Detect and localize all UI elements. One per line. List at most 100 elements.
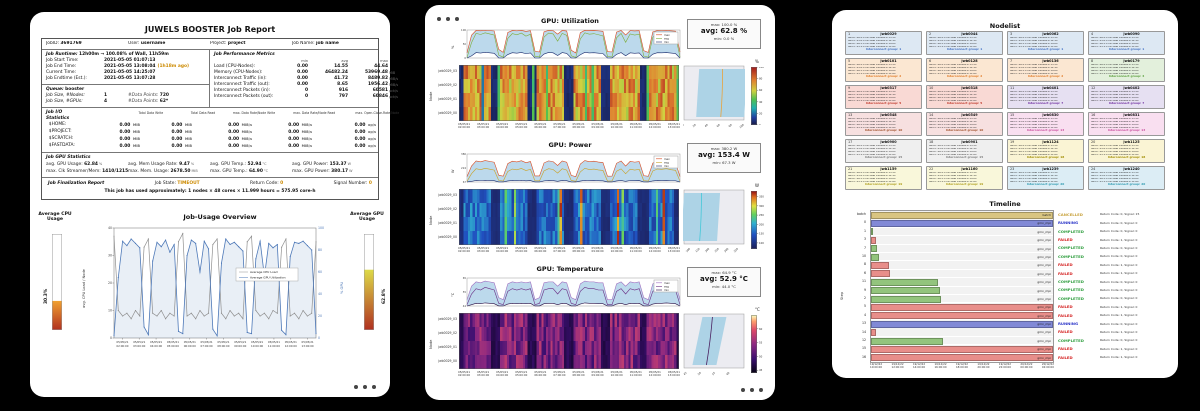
node-group-label: Interconnect group: 2	[946, 74, 983, 79]
xtick: 05/05/21 08:00:00	[572, 122, 585, 130]
heatmap-ylabel: Node	[429, 339, 433, 349]
node-gpu-line: GPU2: 46.5% 24.5GiB 1400MHz 54.0C	[1091, 69, 1139, 72]
timeline-step-label: 10	[861, 254, 866, 258]
node-gpu-line: GPU2: 46.5% 24.5GiB 1400MHz 54.0C	[1010, 42, 1058, 45]
node-gpu-line: GPU0: 46.2% 24.5GiB 1400MHz 53.3C	[848, 171, 896, 174]
heatmap-row-label: jwb0029_03	[438, 69, 457, 73]
stat-min: min: 0.0 %	[713, 36, 735, 41]
time-row: Job Start Time: 2021-05-05 01:07:13	[46, 58, 156, 63]
timeline-bar	[871, 354, 1053, 362]
time-row: Job Endtime (Est.): 2021-05-05 13:07:28	[46, 76, 156, 81]
timeline-job-label: gmx_mpi	[1037, 221, 1051, 226]
xtick: 05/05/21 07:00:00	[553, 122, 566, 130]
timeline-job-label: gmx_mpi	[1037, 330, 1051, 335]
timeline-return-code: Return Code: 1, Signal: 0	[1100, 262, 1138, 267]
node-gpu-line: GPU2: 46.5% 24.5GiB 1400MHz 54.0C	[1091, 177, 1139, 180]
node-group-label: Interconnect group: 2	[1027, 74, 1064, 79]
xtick: 05/05/21 03:00:00	[477, 246, 490, 254]
node-gpu-line: GPU2: 46.5% 24.5GiB 1400MHz 54.0C	[848, 150, 896, 153]
metric-block-temp: GPU: Temperature max: 64.9 °C avg: 52.9 °C…	[425, 265, 775, 389]
node-gpu-line: GPU3: 45.1% 24.5GiB 1400MHz 51.8C	[1010, 180, 1058, 183]
node-gpu-line: GPU2: 46.5% 24.5GiB 1400MHz 54.0C	[848, 123, 896, 126]
node-card: 12 jwb0402 GPU0: 46.2% 24.5GiB 1400MHz 53.…	[1088, 85, 1165, 109]
report-title: JUWELS BOOSTER Job Report	[144, 25, 276, 34]
perf-header: min avg max	[214, 58, 388, 64]
node-card-header: 16 jwb0831	[1091, 113, 1140, 117]
xtick: 05/05/21 09:00:00	[591, 122, 604, 130]
node-gpu-line: GPU0: 46.2% 24.5GiB 1400MHz 53.3C	[929, 90, 977, 93]
colorbar	[751, 67, 773, 125]
node-group-label: Interconnect group: 15	[945, 155, 984, 160]
node-card-header: 21 jwb1159	[848, 167, 897, 171]
timeline-job-label: gmx_mpi	[1037, 263, 1051, 268]
timeline-step-label: 3	[863, 237, 866, 242]
node-group-label: Interconnect group: 19	[945, 182, 984, 187]
timeline-job-label: gmx_mpi	[1037, 305, 1051, 310]
timeline-row: gmx_mpi	[871, 269, 1053, 279]
heatmap-ylabel: Node	[429, 91, 433, 101]
timeline-return-code: Return Code: 0, Signal: 0	[1100, 321, 1138, 326]
xtick: 05/05/21 05:00:00	[515, 246, 528, 254]
xtick: 05/05/21 04:00:00	[496, 122, 509, 130]
timeline-bar	[871, 245, 878, 253]
overview-chart-title: Job-Usage Overview	[183, 213, 257, 221]
xtick: 05/05/21 02:00:00	[458, 122, 471, 130]
stat-min: min: 44.0 °C	[712, 284, 736, 289]
timeline-job-label: gmx_mpi	[1037, 313, 1051, 318]
heatmap-row-label: jwb0029_03	[438, 317, 457, 321]
node-gpu-line: GPU2: 46.5% 24.5GiB 1400MHz 54.0C	[848, 96, 896, 99]
timeline-status: FAILED	[1058, 312, 1073, 318]
timeline-status: COMPLETED	[1058, 295, 1084, 301]
window-dots[interactable]	[437, 17, 459, 21]
node-gpu-line: GPU3: 45.1% 24.5GiB 1400MHz 51.8C	[1010, 45, 1058, 48]
node-gpu-line: GPU1: 45.8% 24.5GiB 1400MHz 52.1C	[848, 66, 896, 69]
gpu-stat-row: max. Clk Streamer/Mem: 1410/1215MHzmax. …	[46, 169, 353, 174]
gpu-usage-colorbar-title: Average GPU Usage	[350, 212, 384, 223]
timeline-row: gmx_mpi	[871, 219, 1053, 228]
node-group-label: Interconnect group: 5	[865, 101, 902, 106]
timeline-row: gmx_mpi	[871, 294, 1053, 304]
node-gpu-line: GPU3: 45.1% 24.5GiB 1400MHz 51.8C	[929, 126, 977, 129]
stat-avg: avg: 62.8 %	[700, 27, 748, 35]
node-group-label: Interconnect group: 13	[1107, 128, 1146, 133]
timeline-return-code: Return Code: 1, Signal: 0	[1100, 313, 1138, 318]
node-gpu-line: GPU3: 45.1% 24.5GiB 1400MHz 51.8C	[1091, 72, 1139, 75]
size-row: Job Size, #Nodes: 1 #Data Points: 720	[46, 93, 169, 98]
timeline-bar	[871, 278, 939, 286]
node-gpu-line: GPU0: 46.2% 24.5GiB 1400MHz 53.3C	[1091, 90, 1139, 93]
node-group-label: Interconnect group: 10	[945, 128, 984, 133]
timeline-bar	[871, 253, 879, 261]
node-card-header: 22 jwb1160	[929, 167, 978, 171]
node-gpu-line: GPU3: 45.1% 24.5GiB 1400MHz 51.8C	[1091, 180, 1139, 183]
timeline-job-label: gmx_mpi	[1037, 296, 1051, 301]
node-gpu-line: GPU2: 46.5% 24.5GiB 1400MHz 54.0C	[1010, 96, 1058, 99]
window-dots[interactable]	[741, 388, 763, 392]
metric-title: GPU: Power	[548, 141, 592, 149]
node-gpu-line: GPU2: 46.5% 24.5GiB 1400MHz 54.0C	[1091, 123, 1139, 126]
node-card: 7 jwb0136 GPU0: 46.2% 24.5GiB 1400MHz 53.3…	[1007, 58, 1084, 82]
overview-chart	[88, 222, 338, 372]
timeline-step-label: 8	[863, 262, 866, 267]
timeline-job-label: gmx_mpi	[1037, 229, 1051, 234]
node-card-header: 9 jwb0317	[848, 86, 897, 90]
timeline-return-code: Return Code: 1, Signal: 0	[1100, 355, 1138, 360]
node-gpu-line: GPU0: 46.2% 24.5GiB 1400MHz 53.3C	[1010, 63, 1058, 66]
heatmap-row-label: jwb0029_02	[438, 207, 457, 211]
node-gpu-line: GPU3: 45.1% 24.5GiB 1400MHz 51.8C	[848, 45, 896, 48]
xtick: 05/05/21 12:00:00	[648, 370, 661, 378]
job-report-window: JUWELS BOOSTER Job Report JobID: 3691769…	[30, 12, 399, 397]
stat-min: min: 67.3 W	[712, 160, 736, 165]
metric-title: GPU: Temperature	[536, 265, 604, 273]
perf-row: Interconnect Traffic (out): 0.00 8.65 1956.…	[214, 82, 399, 87]
io-row: $FASTDATA: 0.00 MiB 0.00 MiB 0.00 MiB/s 0.00…	[46, 143, 376, 149]
node-group-label: Interconnect group: 20	[1026, 182, 1065, 187]
node-gpu-line: GPU0: 46.2% 24.5GiB 1400MHz 53.3C	[1010, 171, 1058, 174]
timeline-return-code: Return Code: 1, Signal: 0	[1100, 237, 1138, 242]
timeline-step-label: 16	[861, 354, 866, 359]
strip-ylabel: %	[451, 45, 455, 49]
timeline-job-label: gmx_mpi	[1037, 254, 1051, 259]
finalization-section: Job Finalization Report Job State: TIMEO…	[42, 178, 378, 199]
window-dots[interactable]	[354, 385, 376, 389]
node-card-header: 15 jwb0830	[1010, 113, 1059, 117]
node-gpu-line: GPU3: 45.1% 24.5GiB 1400MHz 51.8C	[1091, 45, 1139, 48]
